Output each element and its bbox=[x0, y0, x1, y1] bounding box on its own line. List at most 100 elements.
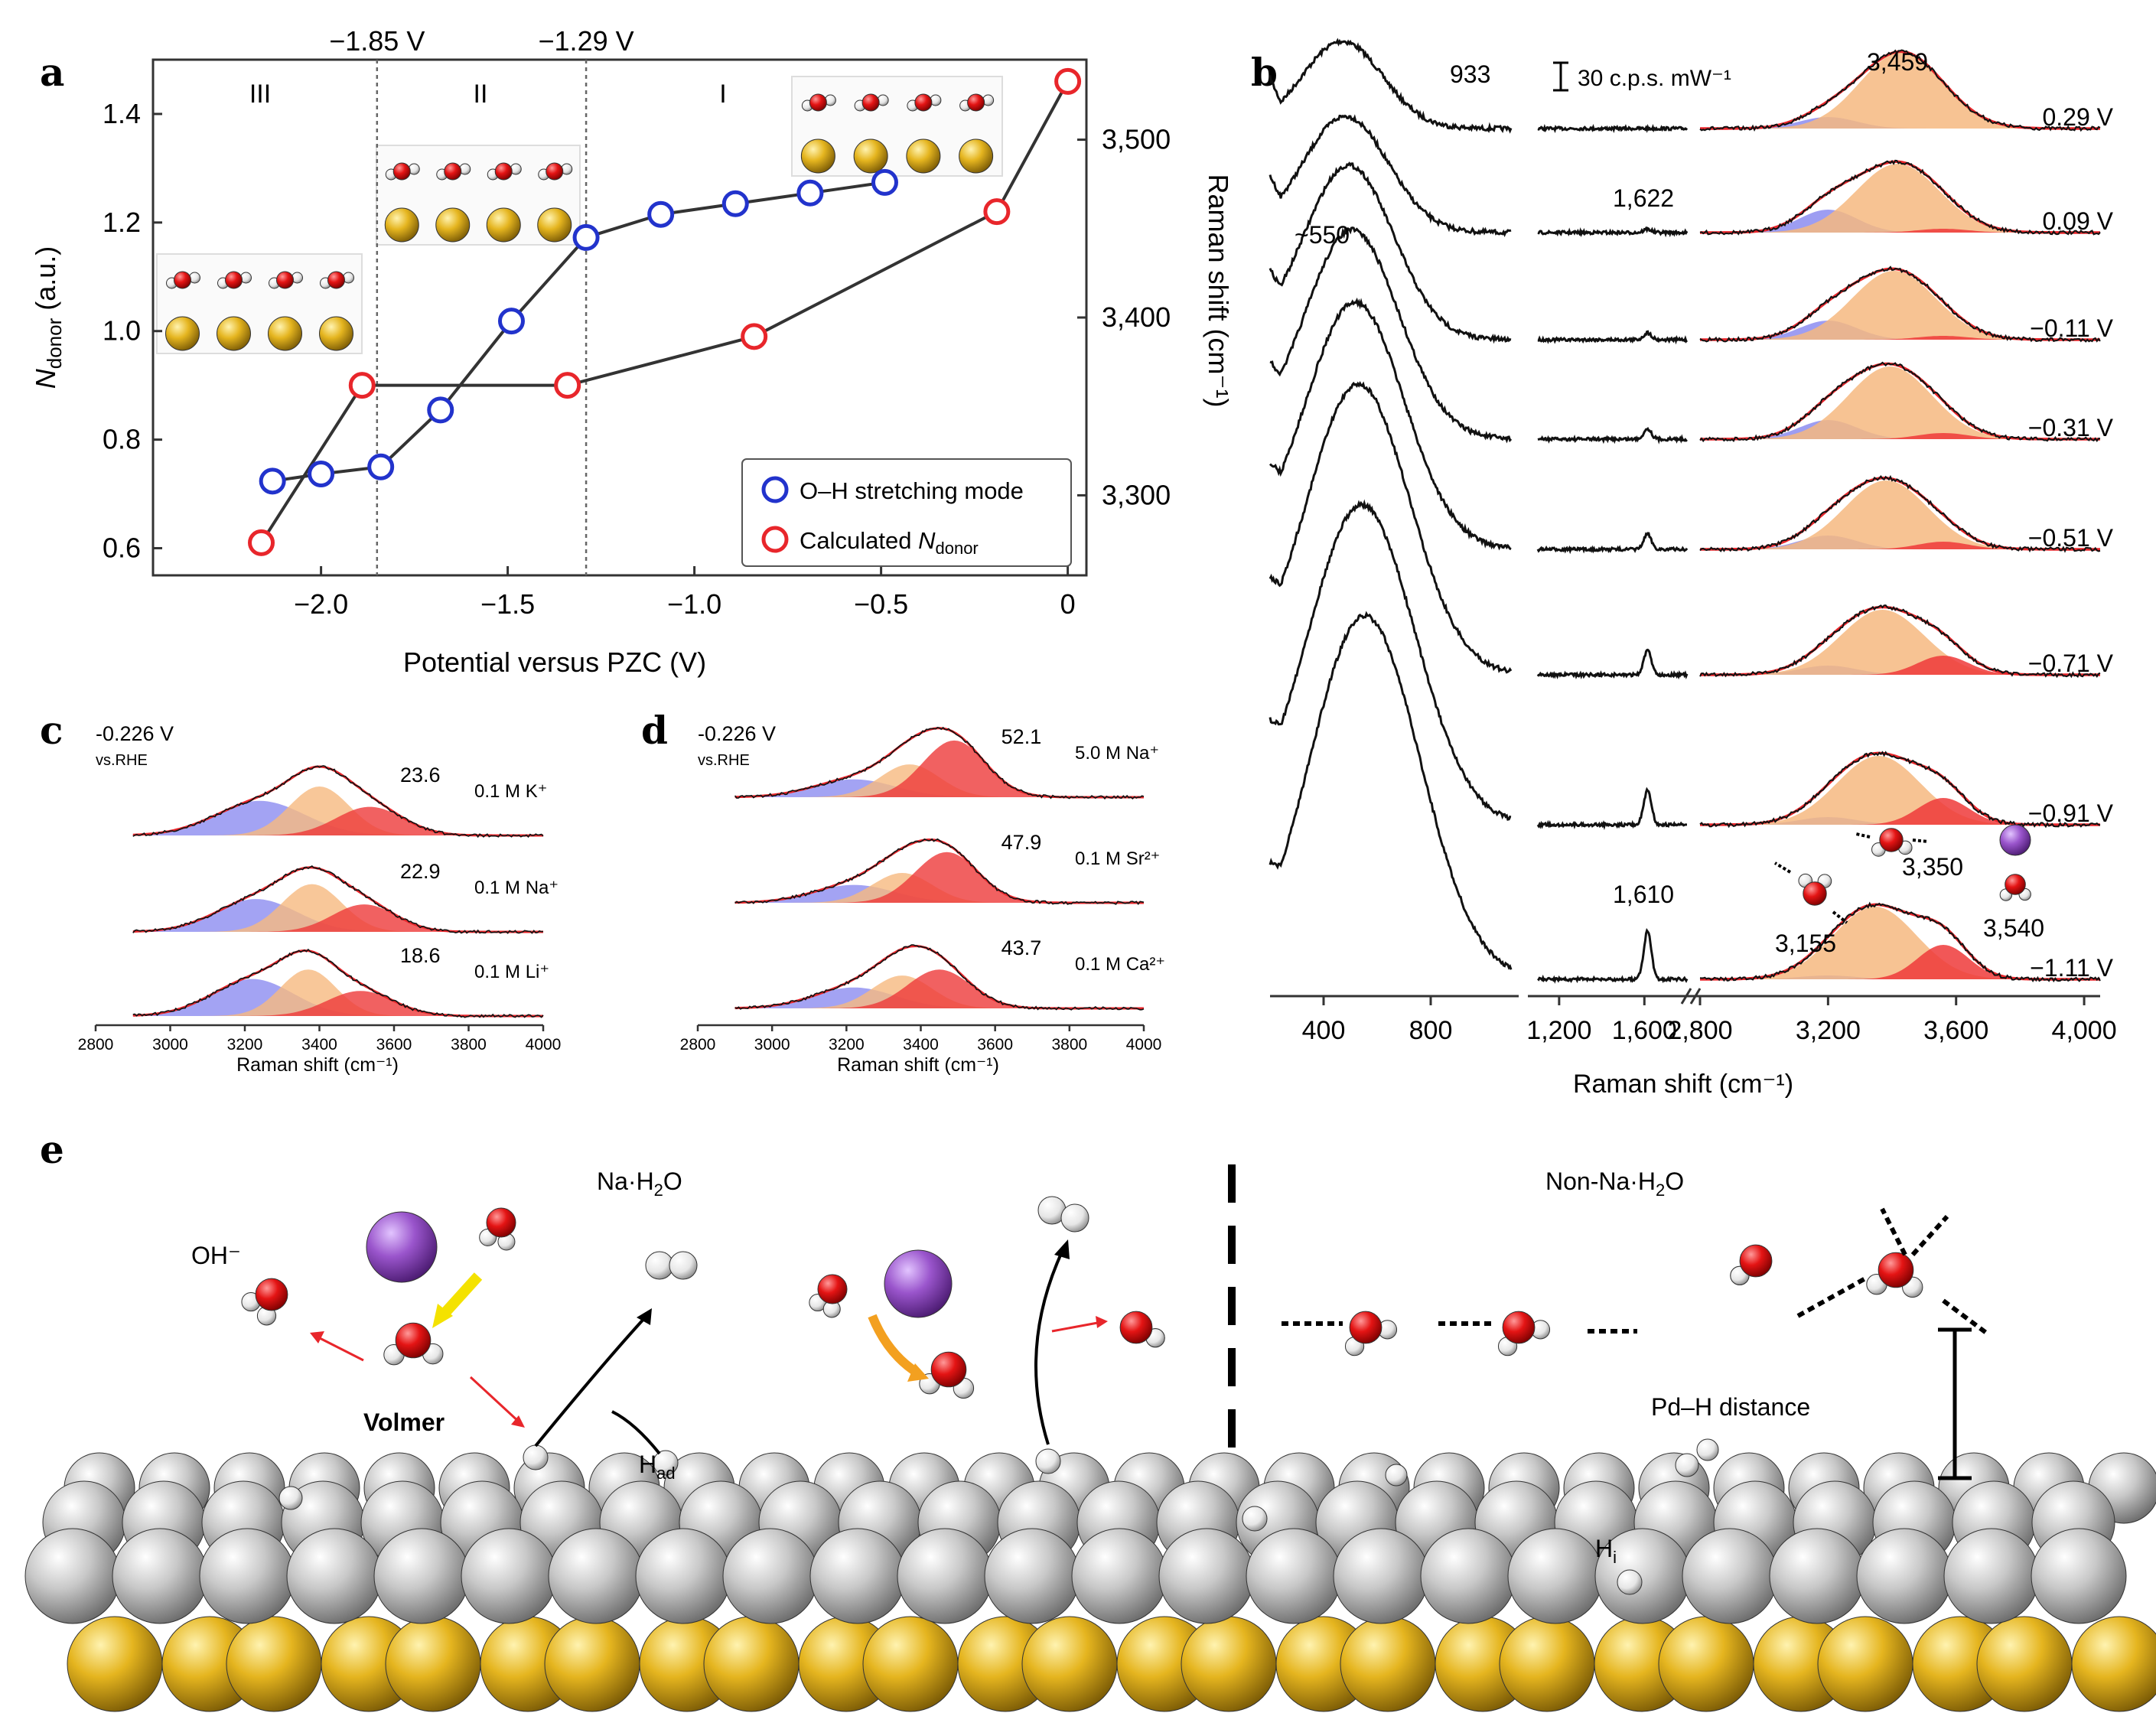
spectrum-trace: 22.9 0.1 M Na⁺ bbox=[132, 860, 559, 934]
panel-a-dividers: −1.85 V −1.29 V bbox=[329, 25, 634, 575]
band-red bbox=[1700, 229, 2100, 233]
oxygen-atom bbox=[1739, 1244, 1773, 1278]
x-tick-label: 3,200 bbox=[1796, 1016, 1861, 1045]
percent-value: 52.1 bbox=[1001, 725, 1042, 748]
panel-c-spectra: 23.6 0.1 M K⁺ 22.9 0.1 M Na⁺ 18.6 0.1 M Li⁺ bbox=[132, 764, 559, 1018]
data-point bbox=[721, 190, 749, 217]
water-on-gold-inset bbox=[791, 76, 1003, 177]
oxygen-atom bbox=[1803, 881, 1827, 906]
band bbox=[132, 904, 543, 932]
panel-a-ylabel-right: Raman shift (cm⁻¹) bbox=[1203, 174, 1234, 407]
panel-d-label: d bbox=[641, 708, 668, 753]
band-orange bbox=[1700, 164, 2100, 233]
peak-3459-label: 3,459 bbox=[1867, 48, 1928, 76]
electrolyte-label: 0.1 M Li⁺ bbox=[474, 962, 549, 982]
pd-atom bbox=[1856, 1528, 1952, 1624]
band bbox=[734, 969, 1144, 1008]
spectrum-trace: 47.9 0.1 M Sr²⁺ bbox=[734, 831, 1160, 906]
spectrum-trace bbox=[1269, 499, 2101, 831]
arrow-head bbox=[1096, 1316, 1108, 1328]
oxygen-atom bbox=[444, 162, 462, 181]
panel-d-ref: vs.RHE bbox=[698, 752, 750, 769]
data-point bbox=[497, 308, 525, 335]
band-orange bbox=[1700, 366, 2100, 439]
arrow-head bbox=[511, 1415, 525, 1428]
panel-c: c -0.226 V vs.RHE 23.6 0.1 M K⁺ 22.9 0.1 M … bbox=[40, 708, 561, 1076]
water-on-gold-inset bbox=[376, 145, 581, 246]
band bbox=[734, 987, 1144, 1008]
potential-label: 0.09 V bbox=[2042, 207, 2113, 235]
data-point bbox=[741, 323, 768, 350]
gold-atom bbox=[2071, 1616, 2156, 1712]
pd-atom bbox=[635, 1528, 731, 1624]
adsorbed-hydrogen bbox=[1675, 1453, 1699, 1477]
oxygen-atom bbox=[2005, 874, 2026, 895]
adsorbed-hydrogen bbox=[653, 1450, 679, 1476]
gold-atom bbox=[217, 316, 251, 351]
potential-label: −0.51 V bbox=[2028, 524, 2114, 552]
gold-atom bbox=[268, 316, 302, 351]
panel-b-scale-bar: 30 c.p.s. mW⁻¹ bbox=[1553, 61, 1731, 92]
band bbox=[132, 979, 543, 1016]
water-molecule bbox=[1497, 1311, 1551, 1356]
panel-a-structure-insets bbox=[156, 76, 1003, 354]
spectrum-trace bbox=[1269, 611, 2101, 984]
panel-e-label: e bbox=[40, 1127, 64, 1172]
panel-a-label: a bbox=[40, 50, 64, 95]
x-tick-label: −0.5 bbox=[854, 588, 908, 620]
x-tick-label: 1,600 bbox=[1612, 1016, 1677, 1045]
gold-atom bbox=[1340, 1616, 1436, 1712]
pd-atom bbox=[461, 1528, 557, 1624]
band-orange bbox=[1700, 610, 2100, 675]
gold-atom bbox=[384, 207, 419, 243]
oxygen-atom bbox=[255, 1278, 288, 1311]
gold-atom bbox=[319, 316, 353, 351]
panel-a-series bbox=[248, 67, 1082, 556]
oxygen-atom bbox=[174, 271, 191, 289]
peak-3155-label: 3,155 bbox=[1775, 930, 1836, 957]
x-tick-label: 3800 bbox=[451, 1036, 487, 1054]
electrolyte-label: 0.1 M Ca²⁺ bbox=[1075, 954, 1165, 975]
oh-minus-label: OH⁻ bbox=[191, 1242, 241, 1269]
water-sketch bbox=[1798, 873, 1832, 906]
legend-marker-oh bbox=[761, 476, 789, 503]
pd-atom bbox=[24, 1528, 121, 1624]
gold-atom bbox=[1658, 1616, 1754, 1712]
pd-atom bbox=[112, 1528, 208, 1624]
oxygen-atom bbox=[225, 271, 243, 289]
region-label: I bbox=[719, 80, 726, 109]
water-molecule bbox=[809, 1274, 848, 1318]
peak-1610-label: 1,610 bbox=[1613, 881, 1674, 908]
electrolyte-label: 0.1 M Sr²⁺ bbox=[1075, 848, 1160, 869]
band bbox=[132, 786, 543, 835]
gold-atom bbox=[544, 1616, 640, 1712]
oxygen-atom bbox=[276, 271, 294, 289]
panel-c-label: c bbox=[40, 708, 63, 753]
spectrum-trace: 18.6 0.1 M Li⁺ bbox=[132, 944, 549, 1018]
oxygen-atom bbox=[914, 93, 933, 112]
data-point bbox=[647, 200, 675, 228]
x-tick-label: 2800 bbox=[78, 1036, 114, 1054]
x-tick-label: 3400 bbox=[903, 1036, 939, 1054]
gold-atom bbox=[1817, 1616, 1913, 1712]
band bbox=[132, 884, 543, 932]
region-label: III bbox=[249, 80, 271, 109]
x-tick-label: 800 bbox=[1409, 1016, 1453, 1045]
percent-value: 18.6 bbox=[400, 944, 441, 967]
gold-atom bbox=[1021, 1616, 1118, 1712]
gold-atom bbox=[435, 207, 471, 243]
hydrogen-atom bbox=[278, 1486, 303, 1510]
arrow-head bbox=[907, 1363, 929, 1382]
water-sketch bbox=[1871, 828, 1913, 857]
subsurface-hydrogen bbox=[1617, 1569, 1643, 1595]
water-on-gold-inset bbox=[156, 253, 363, 354]
arrow-head bbox=[310, 1331, 324, 1343]
arrow-head bbox=[432, 1304, 453, 1328]
water-molecule bbox=[1119, 1311, 1165, 1348]
water-sketch bbox=[1999, 874, 2031, 901]
gold-atom bbox=[800, 138, 835, 174]
band bbox=[132, 991, 543, 1016]
potential-label: −0.11 V bbox=[2030, 314, 2113, 342]
panel-e: e Na·H2O Non-Na·H2O OH⁻ Volmer Had Hi Pd… bbox=[24, 1127, 2156, 1712]
